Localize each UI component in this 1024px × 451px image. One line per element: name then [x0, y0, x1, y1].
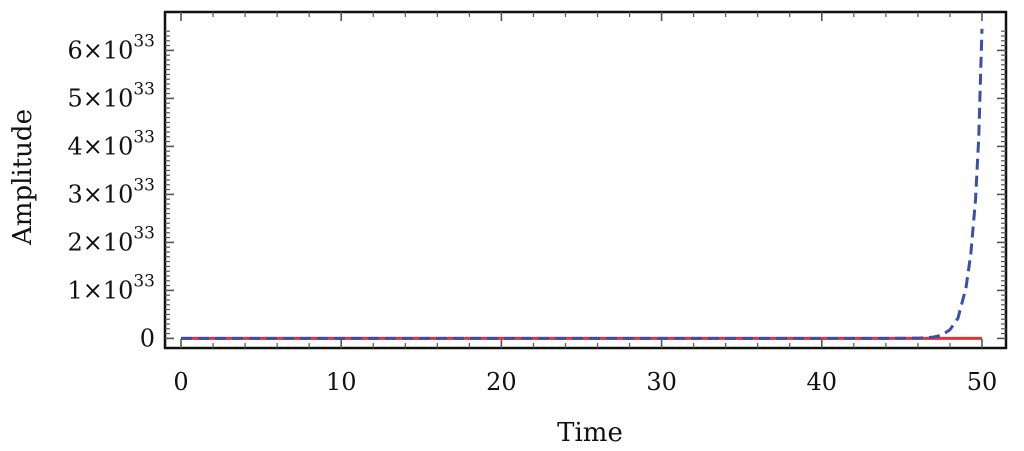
y-tick-label: 6×1033 — [67, 31, 155, 64]
x-tick-label: 40 — [807, 368, 838, 396]
y-tick-label: 4×1033 — [67, 127, 155, 160]
x-tick-label: 10 — [326, 368, 357, 396]
x-tick-label: 30 — [646, 368, 677, 396]
plot-frame — [163, 10, 1008, 350]
y-tick-label: 1×1033 — [67, 271, 155, 304]
x-tick-label: 20 — [486, 368, 517, 396]
y-tick-label: 5×1033 — [67, 79, 155, 112]
y-tick-label: 3×1033 — [67, 175, 155, 208]
x-tick-label: 50 — [967, 368, 998, 396]
x-axis-title: Time — [557, 418, 623, 448]
x-tick-label: 0 — [173, 368, 188, 396]
y-tick-label: 2×1033 — [67, 223, 155, 256]
series-line-dashed — [181, 28, 984, 340]
y-axis-title: Amplitude — [8, 109, 38, 246]
y-tick-label: 0 — [140, 324, 155, 352]
